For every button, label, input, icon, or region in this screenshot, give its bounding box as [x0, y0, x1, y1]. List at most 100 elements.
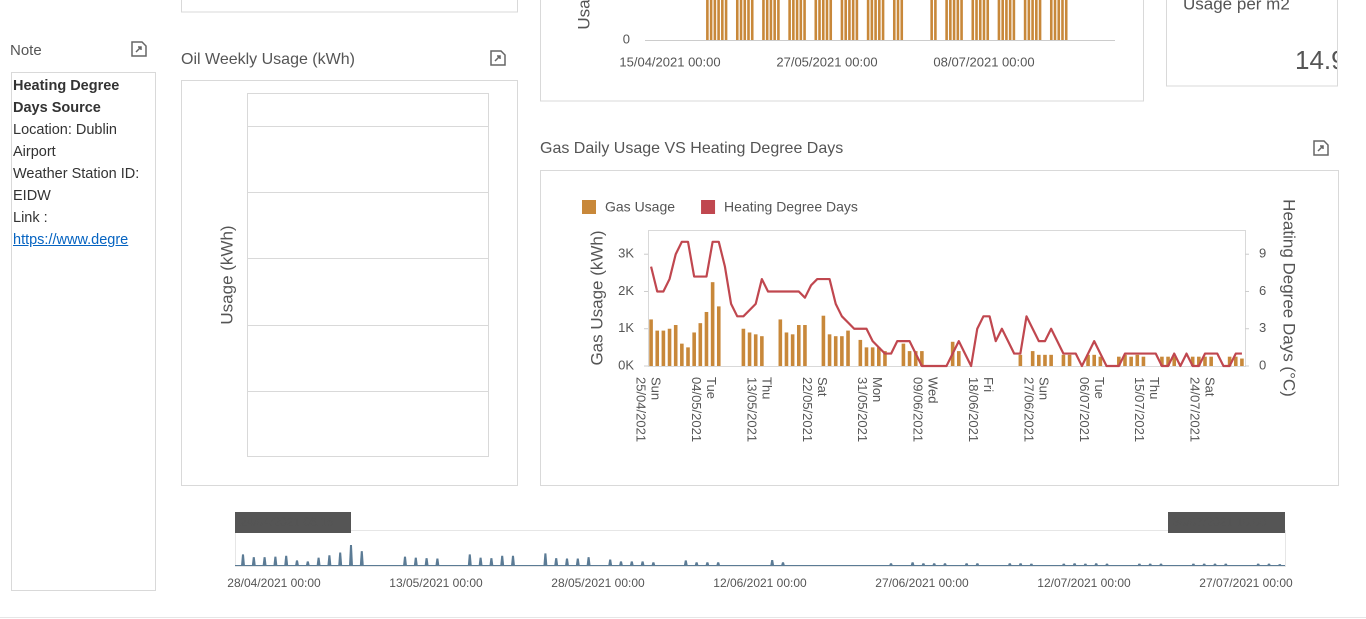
- navigator-spike: [888, 563, 893, 566]
- navigator-spike: [435, 558, 440, 566]
- bar: [721, 0, 724, 40]
- bar: [692, 332, 696, 366]
- bar: [1043, 354, 1047, 366]
- bar: [1037, 354, 1041, 366]
- bar: [876, 347, 881, 366]
- bar: [788, 0, 791, 40]
- export-icon[interactable]: [490, 50, 506, 66]
- navigator-spike: [1029, 563, 1034, 566]
- bar: [978, 0, 982, 40]
- bar: [803, 0, 806, 40]
- note-line: Weather Station ID: EIDW: [13, 166, 140, 204]
- range-start-badge: [235, 512, 351, 533]
- export-icon[interactable]: [131, 41, 147, 57]
- y-tick-label: 0: [623, 31, 630, 46]
- bar: [874, 0, 877, 40]
- x-tick-label: 27/06/2021 00:00: [875, 576, 969, 590]
- x-tick-label: 15/07/2021: [1132, 377, 1147, 442]
- bar: [717, 0, 720, 40]
- navigator-spike: [608, 559, 613, 566]
- bar: [765, 0, 769, 40]
- bar: [957, 351, 961, 366]
- note-line: Link :: [13, 210, 48, 226]
- note-link[interactable]: https://www.degre: [13, 232, 129, 248]
- navigator-spike: [651, 562, 656, 566]
- navigator-spike: [1223, 563, 1228, 566]
- bar: [1166, 356, 1170, 366]
- bar: [858, 339, 863, 366]
- note-line: Location: Dublin Airport: [13, 122, 117, 160]
- navigator-spike: [273, 556, 278, 566]
- legend-label: Heating Degree Days: [724, 199, 858, 215]
- bar: [778, 319, 783, 366]
- bar: [743, 0, 747, 40]
- x-tick-label: Sun: [1036, 377, 1051, 400]
- x-tick-label: Thu: [1147, 377, 1162, 399]
- bar: [739, 0, 743, 40]
- bar: [784, 332, 789, 366]
- navigator-spike: [1277, 564, 1282, 566]
- bar: [710, 282, 715, 366]
- bar: [1053, 0, 1057, 40]
- navigator-spike: [640, 561, 645, 566]
- bar: [716, 306, 721, 366]
- navigator-spike: [284, 555, 289, 566]
- bar: [971, 0, 975, 40]
- bar: [1129, 356, 1133, 366]
- navigator-spike: [305, 561, 310, 566]
- bar: [769, 0, 773, 40]
- y2-tick-label: 9: [1259, 246, 1266, 261]
- export-icon[interactable]: [1313, 140, 1329, 156]
- bar: [1190, 356, 1195, 366]
- x-tick-label: Tue: [704, 377, 719, 399]
- bar: [661, 330, 666, 366]
- bar: [900, 0, 904, 40]
- bar: [796, 325, 801, 366]
- x-tick-label: 08/07/2021 00:00: [933, 54, 1034, 69]
- navigator-spike: [338, 552, 343, 566]
- bar: [795, 0, 799, 40]
- bar: [762, 0, 765, 40]
- bar: [803, 325, 807, 366]
- bar: [825, 0, 829, 40]
- y-tick-label: 3K: [618, 246, 634, 261]
- bar: [799, 0, 803, 40]
- plot-frame: [648, 230, 1246, 367]
- bar: [724, 0, 728, 40]
- bar: [1023, 0, 1027, 40]
- bar: [818, 0, 821, 40]
- top-chart: Usage (kWh) 0 15/04/2021 00:00 27/05/2021 …: [574, 0, 1115, 69]
- kpi-card: Usage per m2 14.9: [1183, 0, 1337, 75]
- bar: [1064, 0, 1068, 40]
- bar: [975, 0, 978, 40]
- navigator-spike: [424, 558, 429, 566]
- y-tick-label: 0K: [618, 357, 634, 372]
- note-label: Note: [10, 42, 42, 59]
- panel-frame: [181, 80, 518, 486]
- navigator-spike: [251, 557, 256, 566]
- bar: [1005, 0, 1008, 40]
- bar: [747, 332, 752, 366]
- bar: [870, 0, 874, 40]
- chart-title: Gas Daily Usage VS Heating Degree Days: [540, 140, 843, 157]
- navigator-spike: [1083, 563, 1088, 566]
- y2-tick-label: 6: [1259, 283, 1266, 298]
- bar: [844, 0, 847, 40]
- chart-title: Oil Weekly Usage (kWh): [181, 51, 355, 68]
- x-tick-label: Wed: [926, 377, 941, 404]
- bar: [821, 315, 826, 366]
- y-tick-label: 2K: [618, 283, 634, 298]
- x-tick-label: Thu: [759, 377, 774, 399]
- bar: [704, 311, 709, 366]
- panel-frame: [540, 0, 1144, 102]
- navigator-spike: [489, 558, 494, 566]
- bar: [901, 343, 906, 366]
- navigator-spike: [716, 562, 721, 566]
- bar: [1141, 356, 1146, 366]
- bar: [1049, 354, 1053, 366]
- panel-frame: [540, 170, 1339, 486]
- navigator-spike: [1104, 563, 1109, 566]
- x-tick-label: 12/06/2021 00:00: [713, 576, 807, 590]
